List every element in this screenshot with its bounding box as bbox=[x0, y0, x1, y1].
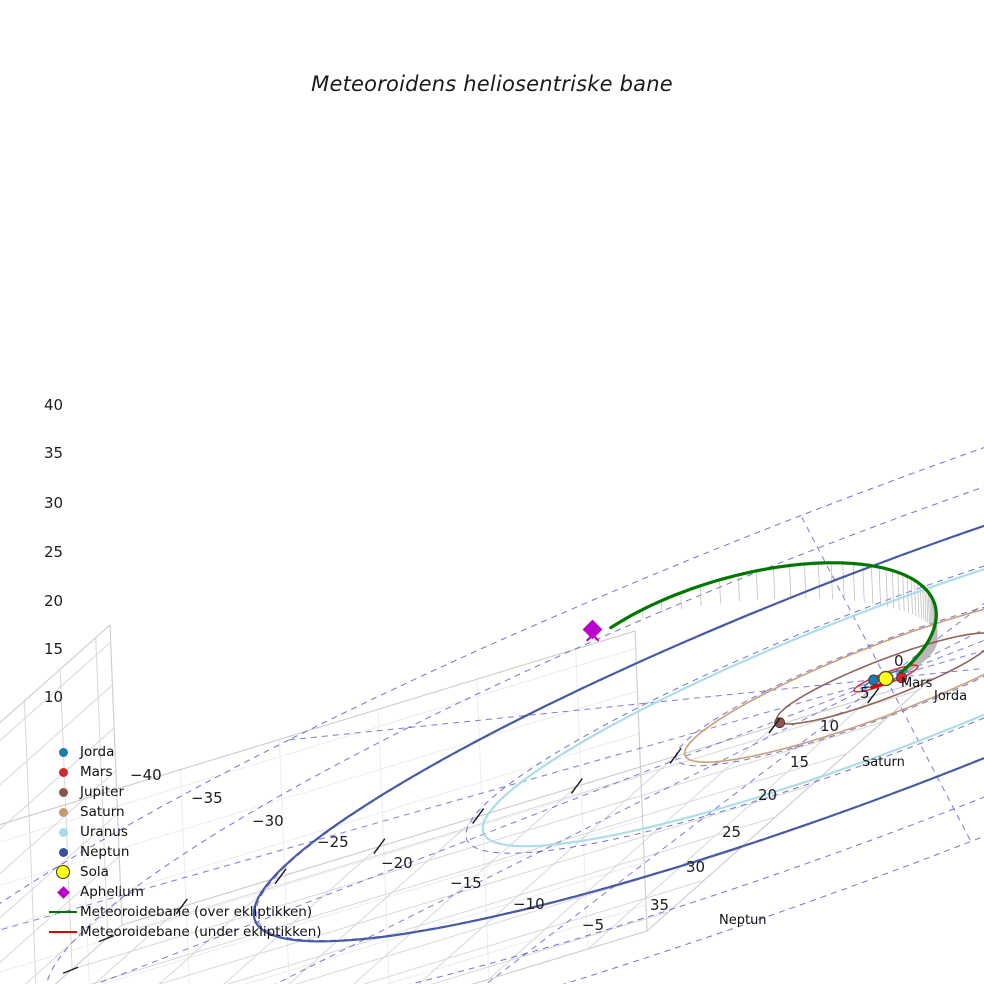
legend-marker-line-icon bbox=[49, 931, 77, 933]
legend-marker-dot-icon bbox=[58, 747, 68, 757]
legend-marker-dot-icon bbox=[58, 767, 68, 777]
legend-item[interactable]: Uranus bbox=[46, 822, 346, 842]
body-label-mars: Mars bbox=[901, 676, 933, 691]
z-axis-tick-label: 20 bbox=[44, 592, 64, 610]
legend-dot-icon bbox=[46, 827, 80, 837]
legend-item[interactable]: Jupiter bbox=[46, 782, 346, 802]
legend-dot-icon bbox=[46, 767, 80, 777]
polar-grid bbox=[0, 447, 984, 984]
z-axis-tick-label: 10 bbox=[44, 688, 64, 706]
legend-line-icon bbox=[46, 931, 80, 933]
y-axis-tick-label: 15 bbox=[790, 753, 810, 771]
legend-dot-icon bbox=[46, 747, 80, 757]
x-axis-tick-label: −25 bbox=[317, 833, 349, 851]
x-axis-tick-label: −20 bbox=[381, 854, 413, 872]
body-label-jorda: Jorda bbox=[934, 689, 968, 704]
legend-marker-dot-icon bbox=[58, 847, 68, 857]
legend-dot-icon bbox=[46, 847, 80, 857]
legend-diamond-icon bbox=[46, 885, 80, 899]
legend-marker-diamond-icon bbox=[56, 885, 70, 899]
legend-marker-line-icon bbox=[49, 911, 77, 913]
legend-line-icon bbox=[46, 911, 80, 913]
legend: Jorda Mars Jupiter Saturn Uranus Neptun Sola Ap… bbox=[46, 742, 346, 942]
legend-item[interactable]: Mars bbox=[46, 762, 346, 782]
legend-item[interactable]: Neptun bbox=[46, 842, 346, 862]
legend-item[interactable]: Jorda bbox=[46, 742, 346, 762]
z-axis-tick-label: 40 bbox=[44, 396, 64, 414]
aphelion-marker-group bbox=[582, 619, 603, 642]
axis-tick-marks bbox=[62, 687, 880, 974]
legend-marker-dot-icon bbox=[58, 807, 68, 817]
legend-item[interactable]: Meteoroidebane (over ekliptikken) bbox=[46, 902, 346, 922]
legend-item-label: Jupiter bbox=[80, 784, 125, 800]
x-axis-tick-label: −15 bbox=[450, 874, 482, 892]
y-axis-tick-label: 25 bbox=[722, 823, 742, 841]
legend-marker-dot-icon bbox=[58, 827, 68, 837]
legend-item-label: Meteoroidebane (over ekliptikken) bbox=[80, 904, 313, 920]
body-label-neptun: Neptun bbox=[719, 913, 767, 928]
legend-dot-icon bbox=[46, 787, 80, 797]
legend-item-label: Uranus bbox=[80, 824, 128, 840]
legend-item[interactable]: Saturn bbox=[46, 802, 346, 822]
trajectory-drop-lines bbox=[624, 562, 938, 675]
legend-item-label: Neptun bbox=[80, 844, 130, 860]
z-axis-tick-label: 25 bbox=[44, 543, 64, 561]
y-axis-tick-label: 20 bbox=[758, 786, 778, 804]
y-axis-tick-label: 10 bbox=[820, 717, 840, 735]
x-axis-tick-label: −35 bbox=[191, 789, 223, 807]
y-axis-tick-label: 5 bbox=[860, 684, 870, 702]
page-title: Meteoroidens heliosentriske bane bbox=[311, 72, 673, 96]
legend-marker-dot-big-icon bbox=[56, 865, 70, 879]
planet-markers bbox=[774, 670, 907, 729]
legend-item-label: Aphelium bbox=[80, 884, 144, 900]
legend-item-label: Sola bbox=[80, 864, 109, 880]
legend-item[interactable]: Aphelium bbox=[46, 882, 346, 902]
legend-dot-icon bbox=[46, 807, 80, 817]
x-axis-tick-label: −30 bbox=[252, 812, 284, 830]
z-axis-tick-label: 35 bbox=[44, 444, 64, 462]
legend-marker-dot-icon bbox=[58, 787, 68, 797]
legend-item-label: Jorda bbox=[80, 744, 115, 760]
z-axis-tick-label: 15 bbox=[44, 640, 64, 658]
meteoroid-track bbox=[609, 561, 938, 690]
y-axis-tick-label: 0 bbox=[894, 652, 904, 670]
body-label-saturn: Saturn bbox=[862, 755, 905, 770]
legend-item[interactable]: Sola bbox=[46, 862, 346, 882]
z-axis-tick-label: 30 bbox=[44, 494, 64, 512]
y-axis-tick-label: 30 bbox=[686, 858, 706, 876]
legend-item[interactable]: Meteoroidebane (under ekliptikken) bbox=[46, 922, 346, 942]
legend-item-label: Saturn bbox=[80, 804, 125, 820]
x-axis-tick-label: −10 bbox=[513, 895, 545, 913]
x-axis-tick-label: −40 bbox=[130, 766, 162, 784]
x-axis-tick-label: −5 bbox=[582, 916, 605, 934]
y-axis-tick-label: 35 bbox=[650, 896, 670, 914]
legend-item-label: Mars bbox=[80, 764, 113, 780]
legend-sun-icon bbox=[46, 865, 80, 879]
legend-item-label: Meteoroidebane (under ekliptikken) bbox=[80, 924, 322, 940]
